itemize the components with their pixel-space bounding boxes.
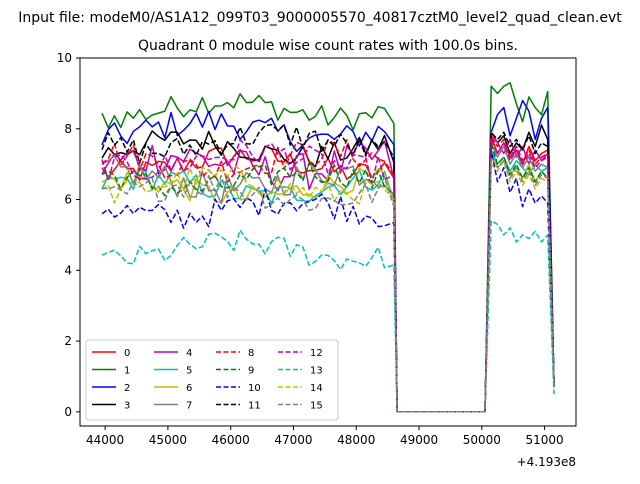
legend-label-7: 7 xyxy=(186,401,192,412)
legend-label-15: 15 xyxy=(310,401,323,412)
legend-label-5: 5 xyxy=(186,366,192,377)
legend-label-9: 9 xyxy=(248,366,254,377)
series-line-10 xyxy=(101,149,555,413)
series-line-1 xyxy=(101,82,555,413)
figure-suptitle: Input file: modeM0/AS1A12_099T03_9000005… xyxy=(18,10,622,26)
y-tick-label: 2 xyxy=(64,334,72,348)
x-tick-label: 49000 xyxy=(400,433,438,447)
legend-label-6: 6 xyxy=(186,383,192,394)
y-tick-label: 10 xyxy=(57,51,72,65)
x-tick-label: 48000 xyxy=(337,433,375,447)
series-line-15 xyxy=(101,156,555,413)
x-offset-label: +4.193e8 xyxy=(517,455,576,469)
series-line-8 xyxy=(101,135,555,413)
legend-label-14: 14 xyxy=(310,383,323,394)
series-line-9 xyxy=(101,142,555,413)
x-tick-label: 45000 xyxy=(149,433,187,447)
y-tick-label: 4 xyxy=(64,263,72,277)
legend-label-12: 12 xyxy=(310,348,323,359)
legend-label-2: 2 xyxy=(124,383,130,394)
chart-title: Quadrant 0 module wise count rates with … xyxy=(138,38,518,54)
legend-label-13: 13 xyxy=(310,366,323,377)
x-tick-label: 44000 xyxy=(86,433,124,447)
legend-label-11: 11 xyxy=(248,401,261,412)
series-lines xyxy=(101,82,555,413)
series-line-2 xyxy=(101,99,555,413)
axes: 44000 45000 46000 47000 48000 49000 50000 51000… xyxy=(57,51,577,469)
legend-label-0: 0 xyxy=(124,348,130,359)
series-line-14 xyxy=(101,159,555,413)
x-tick-label: 46000 xyxy=(212,433,250,447)
y-tick-label: 8 xyxy=(64,122,72,136)
legend-label-1: 1 xyxy=(124,366,130,377)
series-line-13 xyxy=(101,220,555,413)
axes-frame xyxy=(79,57,577,427)
legend-box xyxy=(85,339,339,421)
legend-label-8: 8 xyxy=(248,348,254,359)
y-tick-label: 6 xyxy=(64,193,72,207)
x-tick-label: 47000 xyxy=(274,433,312,447)
series-line-12 xyxy=(101,138,555,413)
x-tick-label: 50000 xyxy=(463,433,501,447)
x-tick-label: 51000 xyxy=(526,433,564,447)
y-tick-label: 0 xyxy=(64,405,72,419)
legend-label-3: 3 xyxy=(124,401,130,412)
legend-label-10: 10 xyxy=(248,383,261,394)
legend-label-4: 4 xyxy=(186,348,192,359)
